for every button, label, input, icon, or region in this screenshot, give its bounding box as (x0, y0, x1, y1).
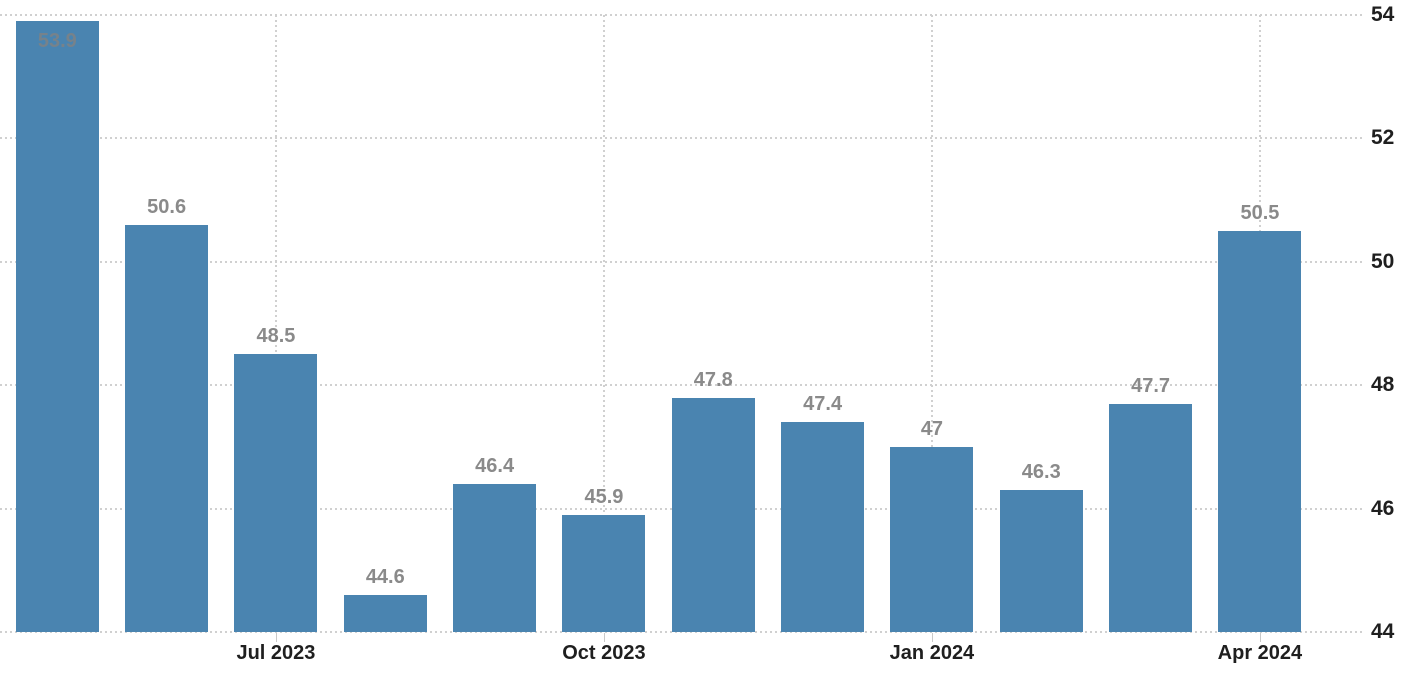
bar[interactable] (1109, 403, 1193, 632)
bar[interactable] (999, 490, 1083, 632)
y-tick-label: 54 (1371, 3, 1395, 26)
y-tick-label: 52 (1371, 126, 1395, 150)
bar[interactable] (1218, 230, 1302, 632)
bar-value-label: 50.6 (147, 195, 187, 218)
y-tick-label: 50 (1371, 249, 1395, 273)
x-tick-mark (275, 633, 277, 642)
gridline-y-54 (0, 14, 1365, 16)
bar-value-label: 46.3 (1021, 461, 1061, 484)
x-tick-label: Jan 2024 (889, 642, 975, 664)
gridline-y-44 (0, 631, 1365, 633)
gridline-y-50 (0, 260, 1365, 263)
y-tick-label: 46 (1371, 496, 1395, 520)
bar[interactable] (343, 594, 427, 632)
bar[interactable] (453, 483, 537, 632)
bar[interactable] (781, 422, 865, 632)
gridline-x-oct-2023 (602, 15, 605, 632)
bar[interactable] (125, 224, 209, 632)
gridline-x-jul-2023 (274, 15, 277, 632)
bar-value-label: 47.8 (693, 368, 733, 391)
x-tick-label: Oct 2023 (562, 642, 646, 664)
bar[interactable] (15, 21, 99, 632)
y-tick-label: 44 (1371, 620, 1395, 643)
x-tick-mark (1259, 633, 1261, 642)
bar-value-label: 53.9 (37, 30, 77, 53)
x-tick-mark (931, 633, 933, 642)
bar[interactable] (562, 514, 646, 632)
bar-value-label: 47.4 (803, 393, 843, 416)
x-tick-label: Jul 2023 (236, 642, 316, 664)
bar[interactable] (234, 354, 318, 632)
bar[interactable] (890, 446, 974, 632)
bar-value-label: 45.9 (584, 485, 624, 508)
y-tick-label: 48 (1371, 373, 1395, 397)
bar[interactable] (671, 397, 755, 632)
x-tick-label: Apr 2024 (1217, 642, 1303, 664)
bar-value-label: 50.5 (1240, 201, 1280, 224)
bar-value-label: 47 (920, 417, 944, 440)
bar-value-label: 44.6 (365, 565, 405, 588)
x-tick-mark (603, 633, 605, 642)
bar-value-label: 47.7 (1131, 374, 1171, 397)
gridline-x-jan-2024 (930, 15, 933, 632)
gridline-y-52 (0, 137, 1365, 140)
bar-value-label: 48.5 (256, 325, 296, 348)
bar-value-label: 46.4 (475, 454, 515, 477)
gridline-y-48 (0, 384, 1365, 387)
